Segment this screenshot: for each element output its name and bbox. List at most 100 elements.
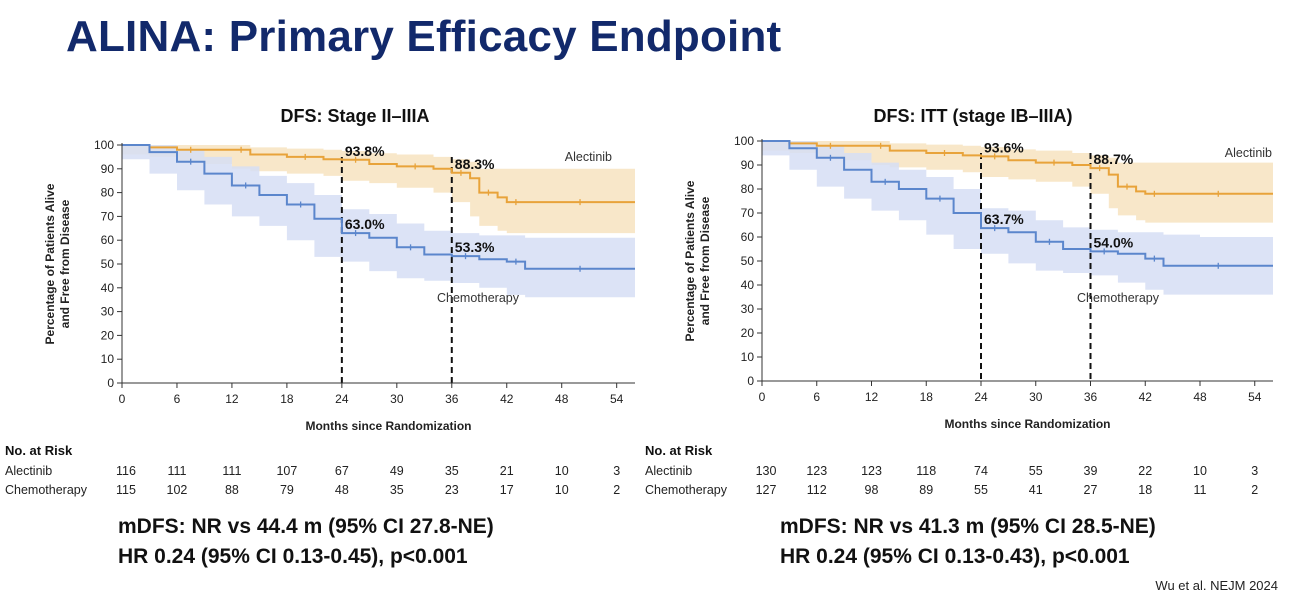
x-tick-label: 36 [1084,390,1098,404]
y-axis-title-line-1: Percentage of Patients Alive [43,183,57,344]
risk-count: 18 [1138,483,1152,497]
callout-value: 63.7% [984,211,1024,227]
x-tick-label: 18 [280,392,294,406]
x-tick-label: 0 [759,390,766,404]
risk-count: 111 [222,464,241,478]
y-tick-label: 90 [101,162,115,176]
x-tick-label: 18 [920,390,934,404]
x-tick-label: 12 [225,392,239,406]
risk-count: 127 [756,483,777,497]
risk-count: 88 [225,483,239,497]
risk-count: 10 [555,464,569,478]
risk-count: 123 [806,464,827,478]
y-tick-label: 80 [741,182,755,196]
risk-count: 3 [613,464,620,478]
x-tick-label: 24 [335,392,349,406]
risk-row-label: Chemotherapy [645,483,728,497]
y-tick-label: 100 [734,134,754,148]
y-tick-label: 100 [94,138,114,152]
y-axis-title: Percentage of Patients Aliveand Free fro… [43,183,72,344]
x-tick-label: 54 [1248,390,1262,404]
callout-value: 93.8% [345,143,385,159]
summary-hr: HR 0.24 (95% CI 0.13-0.45), p<0.001 [118,545,468,568]
risk-count: 102 [167,483,188,497]
x-tick-label: 42 [500,392,514,406]
callout-value: 54.0% [1094,234,1134,250]
risk-row-label: Alectinib [645,464,692,478]
x-tick-label: 6 [174,392,181,406]
risk-count: 98 [865,483,879,497]
callout-value: 93.6% [984,139,1024,155]
y-tick-label: 40 [101,281,115,295]
citation: Wu et al. NEJM 2024 [1155,578,1278,593]
risk-row-label: Alectinib [5,464,52,478]
chart-title: DFS: Stage II–IIIA [280,106,429,126]
risk-count: 17 [500,483,514,497]
summary-stage-ii-iiia: mDFS: NR vs 44.4 m (95% CI 27.8-NE) HR 0… [118,512,494,572]
risk-count: 118 [916,464,936,478]
callout-value: 88.3% [455,156,495,172]
risk-count: 2 [613,483,620,497]
x-tick-label: 30 [390,392,404,406]
y-tick-label: 50 [741,254,755,268]
risk-table-header: No. at Risk [645,443,713,458]
km-curve-alectinib [762,140,1273,195]
y-axis-title-line-1: Percentage of Patients Alive [683,180,697,341]
y-tick-label: 40 [741,278,755,292]
y-axis-title-line-2: and Free from Disease [58,199,72,328]
risk-count: 41 [1029,483,1043,497]
x-tick-label: 6 [813,390,820,404]
risk-count: 2 [1251,483,1258,497]
y-tick-label: 20 [741,326,755,340]
x-tick-label: 0 [119,392,126,406]
risk-count: 107 [276,464,297,478]
y-tick-label: 30 [741,302,755,316]
callout-value: 63.0% [345,216,385,232]
km-chart-stage-ii-iiia: DFS: Stage II–IIIA0102030405060708090100… [5,106,635,497]
series-label-chemotherapy: Chemotherapy [437,291,520,305]
chart-title: DFS: ITT (stage IB–IIIA) [873,106,1072,126]
y-tick-label: 10 [101,352,115,366]
risk-count: 89 [919,483,933,497]
x-tick-label: 48 [1193,390,1207,404]
risk-count: 67 [335,464,349,478]
risk-count: 123 [861,464,882,478]
risk-count: 112 [807,483,827,497]
y-tick-label: 20 [101,328,115,342]
risk-count: 48 [335,483,349,497]
chart-panel-stage-ii-iiia: DFS: Stage II–IIIA 0 10 20 30 40 50 60 70 80 90 100… [0,100,640,570]
x-tick-label: 12 [865,390,879,404]
series-label-chemotherapy: Chemotherapy [1077,291,1160,305]
risk-count: 10 [1193,464,1207,478]
y-tick-label: 30 [101,305,115,319]
ci-band-alectinib [762,141,1273,223]
y-tick-label: 70 [741,206,755,220]
risk-count: 21 [500,464,514,478]
x-tick-label: 24 [974,390,988,404]
risk-count: 35 [445,464,459,478]
x-axis-title: Months since Randomization [305,419,471,433]
risk-count: 39 [1084,464,1098,478]
y-tick-label: 60 [101,233,115,247]
callout-value: 88.7% [1094,151,1134,167]
y-tick-label: 10 [741,350,755,364]
x-tick-label: 30 [1029,390,1043,404]
risk-count: 111 [167,464,186,478]
y-tick-label: 70 [101,209,115,223]
risk-count: 55 [1029,464,1043,478]
summary-mdfs: mDFS: NR vs 41.3 m (95% CI 28.5-NE) [780,515,1156,538]
risk-count: 55 [974,483,988,497]
risk-count: 115 [116,483,136,497]
y-tick-label: 50 [101,257,115,271]
risk-table-header: No. at Risk [5,443,73,458]
y-axis-title: Percentage of Patients Aliveand Free fro… [683,180,712,341]
risk-row-label: Chemotherapy [5,483,88,497]
summary-mdfs: mDFS: NR vs 44.4 m (95% CI 27.8-NE) [118,515,494,538]
km-chart-itt: DFS: ITT (stage IB–IIIA)0102030405060708… [645,106,1273,497]
y-axis-title-line-2: and Free from Disease [698,196,712,325]
series-label-alectinib: Alectinib [565,150,612,164]
risk-count: 35 [390,483,404,497]
risk-count: 49 [390,464,404,478]
risk-count: 3 [1251,464,1258,478]
y-tick-label: 0 [747,374,754,388]
